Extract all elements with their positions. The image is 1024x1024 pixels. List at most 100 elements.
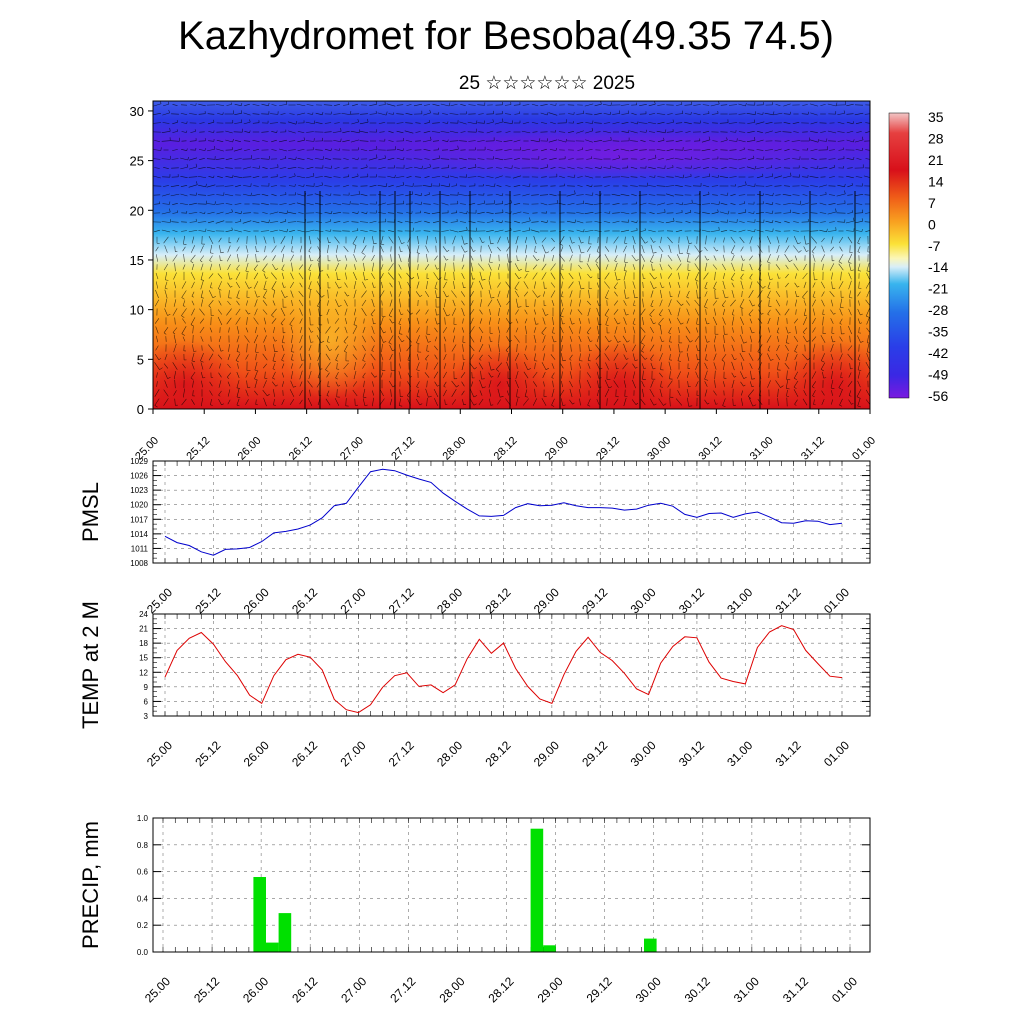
wind-barb bbox=[387, 157, 395, 161]
wind-barb bbox=[314, 230, 324, 232]
x-tick-label: 26.12 bbox=[287, 435, 315, 463]
wind-barb bbox=[236, 371, 240, 379]
wind-barb bbox=[381, 255, 383, 261]
wind-barb-flag bbox=[322, 112, 324, 115]
wind-barb bbox=[857, 335, 861, 343]
wind-barb bbox=[829, 166, 835, 170]
wind-barb-flag bbox=[514, 288, 518, 291]
wind-barb-flag bbox=[293, 385, 297, 388]
wind-barb bbox=[810, 131, 818, 133]
wind-barb bbox=[470, 317, 474, 325]
wind-barb bbox=[523, 361, 529, 371]
wind-barb bbox=[540, 112, 548, 116]
wind-barb bbox=[153, 122, 162, 124]
wind-barb bbox=[216, 211, 224, 215]
wind-barb bbox=[604, 246, 610, 252]
wind-barb bbox=[243, 112, 251, 116]
wind-barb-flag bbox=[168, 109, 170, 113]
wind-barb bbox=[783, 203, 791, 205]
wind-barb-flag bbox=[730, 278, 734, 281]
wind-barb bbox=[730, 131, 736, 133]
wind-barb bbox=[516, 245, 518, 253]
wind-barb bbox=[740, 255, 744, 261]
wind-barb bbox=[245, 254, 249, 262]
wind-barb bbox=[504, 104, 512, 106]
wind-barb bbox=[308, 254, 312, 262]
wind-barb bbox=[263, 380, 267, 388]
wind-barb-flag bbox=[200, 360, 204, 363]
wind-barb bbox=[577, 185, 583, 187]
wind-barb-flag bbox=[392, 321, 395, 324]
wind-barb-flag bbox=[213, 145, 216, 150]
wind-barb bbox=[227, 282, 231, 288]
wind-barb bbox=[839, 298, 843, 308]
x-tick-label: 28.00 bbox=[436, 974, 467, 1005]
wind-barb bbox=[765, 230, 773, 232]
wind-barb bbox=[271, 193, 277, 197]
wind-barb bbox=[827, 130, 837, 134]
wind-barb bbox=[280, 245, 286, 253]
wind-barb-flag bbox=[811, 251, 815, 254]
wind-barb bbox=[360, 166, 368, 170]
wind-barb-flag bbox=[742, 259, 746, 261]
wind-barb bbox=[495, 149, 503, 151]
wind-barb-flag bbox=[401, 340, 405, 343]
wind-barb-flag bbox=[673, 217, 675, 222]
wind-barb bbox=[540, 202, 548, 206]
wind-barb bbox=[477, 211, 485, 215]
wind-barb bbox=[154, 140, 160, 142]
wind-barb bbox=[730, 272, 736, 280]
wind-barb bbox=[803, 316, 807, 326]
wind-barb bbox=[497, 326, 501, 334]
wind-barb bbox=[821, 245, 825, 253]
x-tick-label: 26.12 bbox=[289, 585, 320, 616]
wind-barb bbox=[632, 264, 636, 270]
wind-barb bbox=[650, 244, 654, 254]
wind-barb bbox=[829, 291, 835, 297]
wind-barb bbox=[694, 158, 700, 160]
wind-barb-flag bbox=[851, 183, 853, 186]
wind-barb bbox=[567, 166, 575, 170]
wind-barb bbox=[739, 352, 745, 362]
wind-barb bbox=[208, 290, 214, 298]
wind-barb bbox=[352, 325, 358, 335]
wind-barb bbox=[189, 166, 197, 170]
wind-barb bbox=[208, 353, 214, 361]
wind-barb bbox=[192, 380, 194, 388]
wind-barb bbox=[614, 371, 618, 379]
wind-barb bbox=[839, 388, 843, 398]
wind-barb bbox=[327, 289, 329, 299]
wind-barb bbox=[225, 230, 233, 232]
wind-barb-flag bbox=[805, 243, 810, 245]
wind-barb bbox=[228, 290, 230, 298]
wind-barb-flag bbox=[581, 287, 585, 290]
wind-barb bbox=[694, 255, 700, 261]
wind-barb bbox=[244, 131, 250, 133]
wind-barb bbox=[720, 221, 728, 223]
wind-barb bbox=[254, 361, 258, 371]
wind-barb bbox=[506, 246, 510, 252]
wind-barb bbox=[515, 309, 519, 315]
wind-barb bbox=[560, 363, 564, 369]
wind-barb-flag bbox=[545, 314, 549, 316]
wind-barb bbox=[371, 326, 375, 334]
wind-barb-flag bbox=[722, 305, 725, 308]
wind-barb bbox=[345, 317, 347, 325]
wind-barb-flag bbox=[275, 268, 279, 271]
wind-barb bbox=[587, 363, 591, 369]
wind-barb-flag bbox=[802, 296, 806, 300]
wind-barb bbox=[154, 167, 160, 169]
wind-barb bbox=[218, 380, 222, 388]
wind-barb bbox=[586, 184, 592, 188]
wind-barb bbox=[345, 389, 347, 397]
x-tick-label: 28.00 bbox=[440, 435, 468, 463]
wind-barb bbox=[352, 389, 358, 397]
wind-barb bbox=[740, 381, 744, 387]
wind-barb-flag bbox=[767, 313, 770, 316]
wind-barb bbox=[215, 203, 225, 205]
wind-barb bbox=[684, 113, 692, 115]
wind-barb bbox=[694, 263, 700, 271]
wind-barb bbox=[296, 112, 306, 116]
wind-barb bbox=[723, 237, 725, 243]
wind-barb-flag bbox=[860, 340, 864, 343]
